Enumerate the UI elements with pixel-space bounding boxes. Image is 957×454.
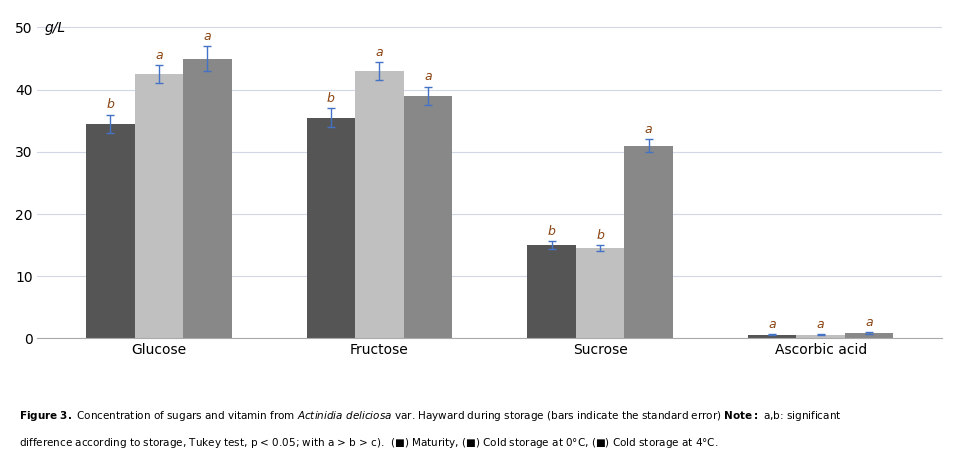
Text: difference according to storage, Tukey test, p < 0.05; with a > b > c).  ($\blac: difference according to storage, Tukey t… bbox=[19, 436, 719, 450]
Text: a: a bbox=[376, 45, 383, 59]
Text: g/L: g/L bbox=[44, 21, 65, 35]
Bar bbox=[86, 124, 135, 338]
Text: a: a bbox=[768, 318, 776, 331]
Text: b: b bbox=[106, 99, 114, 111]
Text: a: a bbox=[865, 316, 873, 329]
Bar bbox=[527, 245, 576, 338]
Text: a: a bbox=[424, 70, 432, 84]
Bar bbox=[845, 333, 894, 338]
Bar bbox=[576, 248, 624, 338]
Bar bbox=[306, 118, 355, 338]
Bar bbox=[355, 71, 404, 338]
Bar bbox=[747, 335, 796, 338]
Bar bbox=[796, 335, 845, 338]
Text: a: a bbox=[817, 318, 825, 331]
Bar bbox=[404, 96, 453, 338]
Bar bbox=[624, 146, 673, 338]
Text: $\bf{Figure\ 3.}$ Concentration of sugars and vitamin from $\it{Actinidia\ delic: $\bf{Figure\ 3.}$ Concentration of sugar… bbox=[19, 409, 841, 423]
Text: b: b bbox=[327, 92, 335, 105]
Text: a: a bbox=[645, 123, 653, 136]
Text: a: a bbox=[155, 49, 163, 62]
Text: b: b bbox=[596, 229, 604, 242]
Text: b: b bbox=[547, 225, 555, 237]
Bar bbox=[135, 74, 183, 338]
Text: a: a bbox=[204, 30, 211, 43]
Bar bbox=[183, 59, 232, 338]
